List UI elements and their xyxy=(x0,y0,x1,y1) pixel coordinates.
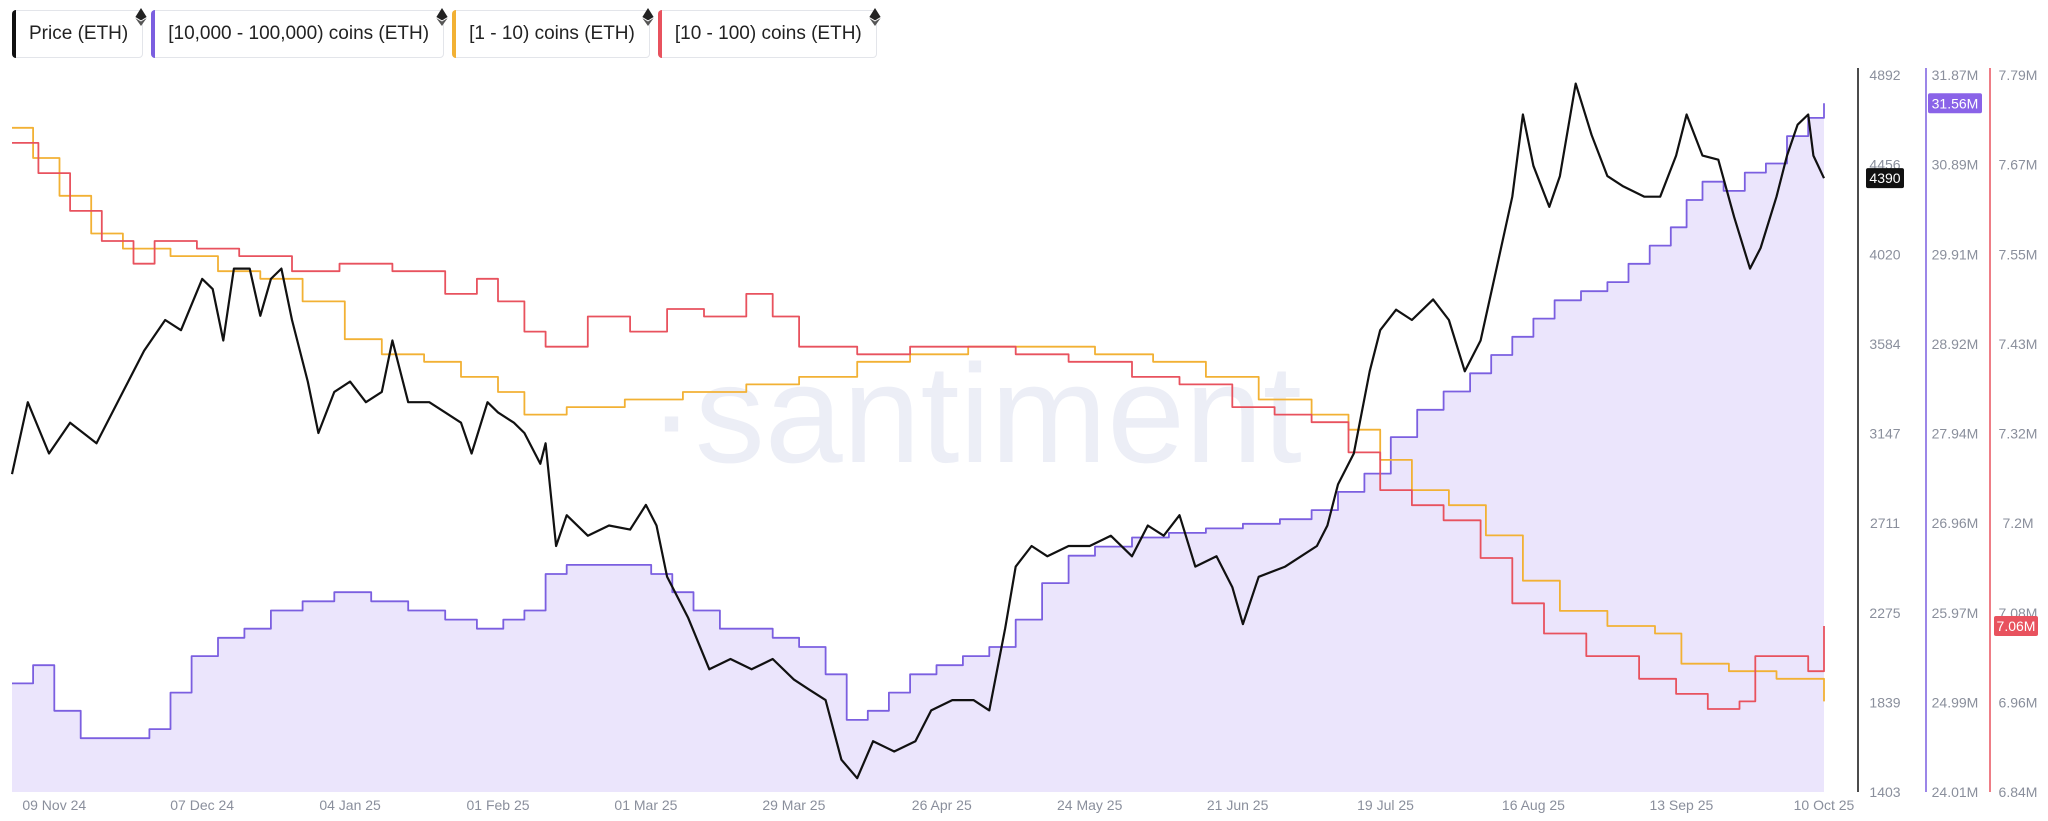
y-tick-label: 1403 xyxy=(1869,784,1900,800)
y-tick-label: 7.43M xyxy=(1999,336,2038,352)
legend-swatch xyxy=(151,10,156,58)
x-tick-label: 07 Dec 24 xyxy=(170,797,234,813)
y-tick-label: 7.67M xyxy=(1999,157,2038,173)
x-tick-label: 24 May 25 xyxy=(1057,797,1123,813)
y-tick-label: 7.55M xyxy=(1999,246,2038,262)
y-tick-label: 29.91M xyxy=(1932,246,1979,262)
y-tick-label: 7.2M xyxy=(2002,515,2033,531)
y-tick-label: 4020 xyxy=(1869,246,1900,262)
y-tick-label: 26.96M xyxy=(1932,515,1979,531)
y-tick-label: 28.92M xyxy=(1932,336,1979,352)
ethereum-icon xyxy=(869,8,881,26)
legend-label: [10 - 100) coins (ETH) xyxy=(674,23,862,44)
y-tick-label: 6.84M xyxy=(1999,784,2038,800)
y-tick-label: 25.97M xyxy=(1932,605,1979,621)
x-tick-label: 21 Jun 25 xyxy=(1207,797,1269,813)
y-tick-label: 24.01M xyxy=(1932,784,1979,800)
current-value-badge xyxy=(1866,168,1904,189)
legend-swatch xyxy=(657,10,662,58)
legend-label: [1 - 10) coins (ETH) xyxy=(469,23,635,44)
ethereum-icon xyxy=(436,8,448,26)
series-line-2 xyxy=(12,126,1825,702)
y-tick-label: 31.87M xyxy=(1932,67,1979,83)
legend-swatch xyxy=(12,10,16,58)
series-line-1 xyxy=(12,103,1825,740)
current-value-badge xyxy=(1994,615,2038,636)
y-tick-label: 1839 xyxy=(1869,694,1900,710)
current-value-label: 7.06M xyxy=(1997,618,2036,634)
current-value-badge xyxy=(1928,93,1982,114)
y-tick-label: 3147 xyxy=(1869,426,1900,442)
legend-label: Price (ETH) xyxy=(29,23,129,44)
legend-label: [10,000 - 100,000) coins (ETH) xyxy=(168,23,430,44)
legend-item-whale[interactable]: [10,000 - 100,000) coins (ETH) xyxy=(151,8,448,58)
y-tick-label: 2711 xyxy=(1870,515,1900,531)
chart-legend: Price (ETH) [10,000 - 100,000) coins (ET… xyxy=(12,8,881,58)
series-line-3 xyxy=(12,142,1825,710)
y-tick-label: 3584 xyxy=(1869,336,1900,352)
x-tick-label: 04 Jan 25 xyxy=(319,797,381,813)
ethereum-icon xyxy=(642,8,654,26)
x-tick-label: 10 Oct 25 xyxy=(1794,797,1855,813)
x-tick-label: 09 Nov 24 xyxy=(22,797,86,813)
current-value-label: 4390 xyxy=(1869,170,1900,186)
y-tick-label: 7.79M xyxy=(1999,67,2038,83)
x-tick-label: 13 Sep 25 xyxy=(1649,797,1713,813)
y-tick-label: 24.99M xyxy=(1932,694,1979,710)
y-tick-label: 30.89M xyxy=(1932,157,1979,173)
ethereum-icon xyxy=(135,8,147,26)
x-tick-label: 01 Feb 25 xyxy=(466,797,529,813)
series-line-0 xyxy=(10,82,1825,780)
legend-item-small-holders[interactable]: [1 - 10) coins (ETH) xyxy=(452,8,654,58)
x-tick-label: 19 Jul 25 xyxy=(1357,797,1414,813)
legend-item-mid-holders[interactable]: [10 - 100) coins (ETH) xyxy=(657,8,881,58)
watermark: ·santiment xyxy=(648,335,1302,492)
legend-item-price[interactable]: Price (ETH) xyxy=(12,8,147,58)
y-tick-label: 2275 xyxy=(1869,605,1900,621)
y-tick-label: 6.96M xyxy=(1999,694,2038,710)
y-tick-label: 7.32M xyxy=(1999,426,2038,442)
x-tick-label: 29 Mar 25 xyxy=(762,797,825,813)
x-tick-label: 26 Apr 25 xyxy=(912,797,972,813)
current-value-label: 31.56M xyxy=(1932,95,1979,111)
x-tick-label: 16 Aug 25 xyxy=(1502,797,1565,813)
y-tick-label: 27.94M xyxy=(1932,426,1979,442)
y-tick-label: 4892 xyxy=(1869,67,1900,83)
legend-swatch xyxy=(452,10,457,58)
x-tick-label: 01 Mar 25 xyxy=(614,797,677,813)
